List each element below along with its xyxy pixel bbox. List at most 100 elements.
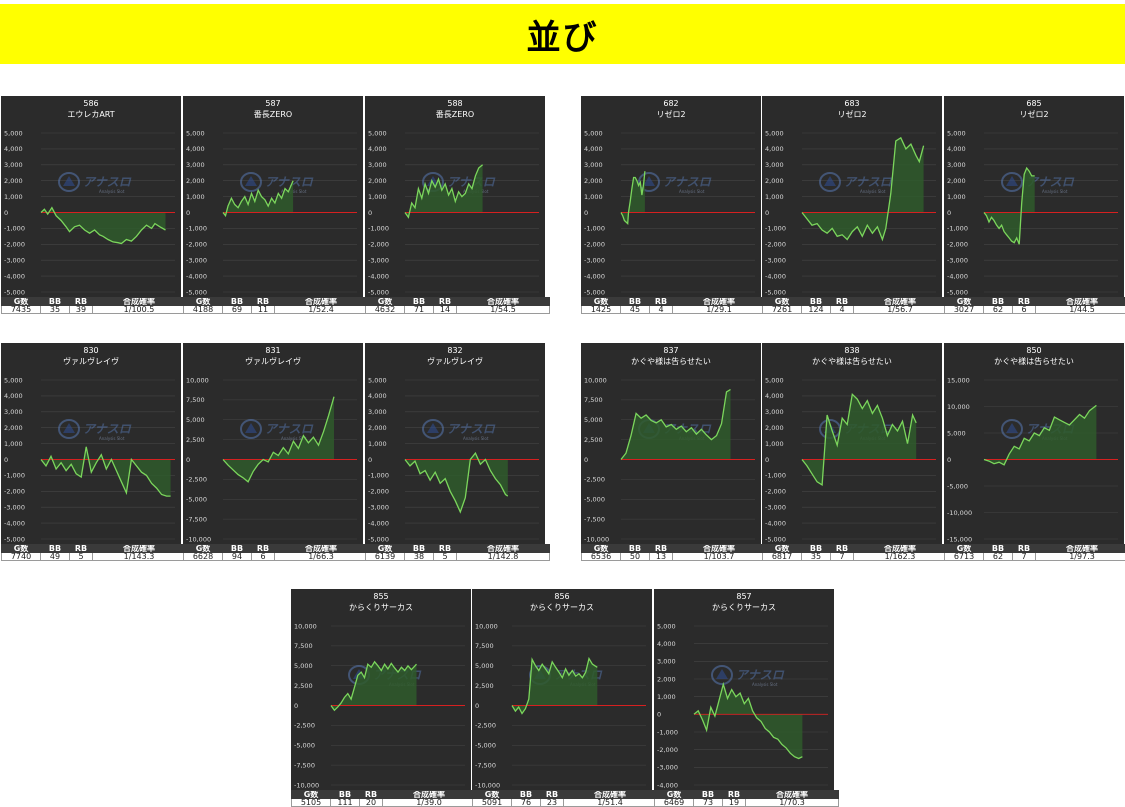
y-tick-label: -1,000	[368, 225, 389, 233]
stats-header-row: G数 BB RB 合成確率	[183, 297, 368, 306]
stat-value-rb: 4	[830, 305, 854, 314]
stats-header-row: G数 BB RB 合成確率	[365, 297, 550, 306]
stat-header-rate: 合成確率	[92, 544, 186, 553]
stats-value-row: 6713 62 7 1/97.3	[944, 552, 1125, 561]
stat-header-bb: BB	[222, 544, 252, 553]
stat-value-rate: 1/44.5	[1035, 305, 1125, 314]
stat-header-rb: RB	[830, 297, 854, 306]
machine-panel-588: 588 番長ZERO 5,000 4,000 3,000 2,000 1,000 0 -1,00…	[365, 96, 550, 314]
y-tick-label: -3,000	[186, 257, 207, 265]
stats-value-row: 6536 50 13 1/103.7	[581, 552, 766, 561]
y-tick-label: 2,000	[584, 177, 603, 185]
logo-triangle-icon	[245, 176, 257, 186]
stat-header-rb: RB	[830, 544, 854, 553]
watermark-tagline: Analysis Slot	[463, 436, 489, 441]
stats-value-row: 7435 35 39 1/100.5	[1, 305, 186, 314]
stat-value-g: 6817	[762, 552, 802, 561]
y-tick-label: -2,500	[294, 722, 315, 730]
y-tick-label: -3,000	[765, 257, 786, 265]
y-tick-label: 3,000	[368, 161, 387, 169]
series-line	[801, 392, 917, 487]
watermark-tagline: Analysis Slot	[281, 436, 307, 441]
stat-value-g: 6139	[365, 552, 405, 561]
stat-value-rate: 1/56.7	[853, 305, 947, 314]
stat-value-g: 6713	[944, 552, 984, 561]
stat-header-rb: RB	[649, 544, 673, 553]
stat-value-bb: 76	[511, 798, 541, 807]
stat-value-g: 5091	[472, 798, 512, 807]
logo-triangle-icon	[427, 423, 439, 433]
stats-header-row: G数 BB RB 合成確率	[944, 544, 1125, 553]
series-line	[222, 396, 335, 483]
stat-value-rb: 5	[433, 552, 457, 561]
machine-title: からくりサーカス	[712, 603, 776, 612]
y-tick-label: 4,000	[4, 392, 23, 400]
y-tick-label: 15,000	[947, 376, 970, 384]
logo-ring-icon	[819, 172, 841, 192]
machine-number: 586	[83, 99, 98, 108]
series-area	[405, 453, 508, 512]
stat-header-g: G数	[762, 297, 802, 306]
y-tick-label: 7,500	[186, 396, 205, 404]
watermark-brand: アナスロ	[83, 175, 132, 189]
machine-title: ヴァルヴレイヴ	[427, 356, 483, 366]
machine-number: 685	[1026, 99, 1041, 108]
stat-header-g: G数	[762, 544, 802, 553]
stats-header-row: G数 BB RB 合成確率	[472, 790, 657, 799]
logo-ring-icon	[638, 172, 660, 192]
stat-header-rate: 合成確率	[745, 790, 839, 799]
logo-ring-icon	[711, 665, 733, 685]
y-tick-label: -1,000	[4, 472, 25, 480]
page-title: 並び	[526, 17, 599, 58]
y-tick-label: 0	[186, 209, 190, 217]
y-tick-label: 1,000	[947, 193, 966, 201]
y-tick-label: 2,500	[294, 682, 313, 690]
stat-value-rate: 1/51.4	[563, 798, 657, 807]
machine-title: 番長ZERO	[254, 109, 292, 119]
y-tick-label: -10,000	[584, 535, 609, 543]
series-line	[693, 681, 803, 760]
y-tick-label: 2,000	[4, 424, 23, 432]
machine-panel-855: 855 からくりサーカス 10,000 7,500 5,000 2,500 0 -2,500 -…	[291, 589, 476, 807]
stat-header-rb: RB	[1012, 297, 1036, 306]
series-line	[620, 171, 646, 226]
stat-value-bb: 35	[40, 305, 70, 314]
stat-header-g: G数	[183, 544, 223, 553]
series-area	[694, 684, 803, 759]
stat-header-g: G数	[944, 544, 984, 553]
y-tick-label: -5,000	[765, 535, 786, 543]
logo-triangle-icon	[1006, 423, 1018, 433]
y-tick-label: 7,500	[475, 642, 494, 650]
y-tick-label: 5,000	[765, 376, 784, 384]
logo-ring-icon	[1001, 172, 1023, 192]
y-tick-label: 3,000	[765, 161, 784, 169]
stat-value-g: 5105	[291, 798, 331, 807]
machine-panel-683: 683 リゼロ2 5,000 4,000 3,000 2,000 1,000 0 -1,000 -…	[762, 96, 947, 314]
watermark-brand: アナスロ	[1026, 175, 1075, 189]
stats-header-row: G数 BB RB 合成確率	[581, 544, 766, 553]
machine-title: からくりサーカス	[530, 603, 594, 612]
machine-number: 850	[1026, 346, 1041, 355]
stats-table: G数 BB RB 合成確率 1425 45 4 1/29.1	[581, 297, 766, 314]
series-line	[983, 404, 1097, 466]
y-tick-label: -5,000	[368, 288, 389, 296]
y-tick-label: 2,000	[947, 177, 966, 185]
y-tick-label: 2,000	[765, 177, 784, 185]
y-tick-label: -4,000	[368, 519, 389, 527]
y-tick-label: 3,000	[186, 161, 205, 169]
stat-value-rate: 1/97.3	[1035, 552, 1125, 561]
machine-title: かぐや様は告らせたい	[994, 356, 1074, 366]
y-tick-label: -5,000	[186, 496, 207, 504]
series-area	[41, 207, 166, 244]
y-tick-label: -5,000	[368, 535, 389, 543]
stat-header-g: G数	[365, 544, 405, 553]
stat-value-rate: 1/100.5	[92, 305, 186, 314]
chart-855: 855 からくりサーカス 10,000 7,500 5,000 2,500 0 -2,500 -…	[291, 589, 471, 790]
